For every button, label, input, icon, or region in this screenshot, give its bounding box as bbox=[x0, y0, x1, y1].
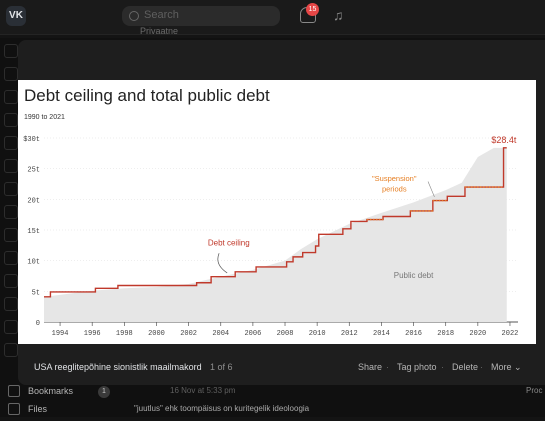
sidebar-bottom: Bookmarks Files bbox=[8, 385, 73, 421]
x-tick-label: 2010 bbox=[309, 330, 326, 338]
separator-dot: · bbox=[480, 362, 483, 372]
suspension-label: "Suspension" bbox=[372, 174, 417, 183]
debt-ceiling-label: Debt ceiling bbox=[208, 238, 250, 247]
x-tick-label: 2018 bbox=[437, 330, 454, 338]
public-debt-label: Public debt bbox=[394, 271, 434, 280]
right-column-label: Proc bbox=[526, 386, 543, 395]
chart-title: Debt ceiling and total public debt bbox=[24, 86, 270, 105]
post-text: "juutlus" ehk toompäisus on kuritegelik … bbox=[134, 404, 310, 413]
music-icon[interactable]: ♫ bbox=[333, 7, 344, 23]
search-input[interactable]: Search bbox=[144, 9, 179, 21]
x-tick-label: 2014 bbox=[373, 330, 390, 338]
x-tick-label: 1994 bbox=[52, 330, 69, 338]
delete-button[interactable]: Delete bbox=[452, 362, 479, 372]
y-tick-label: 0 bbox=[36, 320, 40, 328]
x-tick-label: 2006 bbox=[244, 330, 261, 338]
sidebar-item-files[interactable]: Files bbox=[8, 403, 73, 415]
bookmark-icon bbox=[8, 385, 20, 397]
x-tick-label: 2020 bbox=[469, 330, 486, 338]
viewer-footer: USA reeglitepõhine sionistlik maailmakor… bbox=[18, 353, 536, 383]
y-tick-label: $30t bbox=[23, 136, 40, 144]
y-tick-label: 15t bbox=[27, 228, 40, 236]
chevron-down-icon: ⌄ bbox=[514, 362, 522, 372]
file-icon bbox=[8, 403, 20, 415]
notification-badge: 15 bbox=[306, 3, 319, 16]
post-timestamp: 16 Nov at 5:33 pm bbox=[170, 386, 236, 395]
annotation-arrow bbox=[427, 181, 435, 197]
chart-subtitle: 1990 to 2021 bbox=[24, 114, 65, 121]
sidebar-item-bookmarks[interactable]: Bookmarks bbox=[8, 385, 73, 397]
sidebar-item-label: Files bbox=[28, 404, 48, 414]
x-tick-label: 2000 bbox=[148, 330, 165, 338]
y-tick-label: 5t bbox=[32, 289, 40, 297]
x-tick-label: 2008 bbox=[277, 330, 294, 338]
y-tick-label: 25t bbox=[27, 167, 40, 175]
more-label: More bbox=[491, 362, 512, 372]
top-bar: VK Search 15 ♫ bbox=[0, 0, 545, 35]
annotation-arrow bbox=[217, 253, 228, 274]
photo-image[interactable]: Debt ceiling and total public debt 1990 … bbox=[18, 80, 536, 344]
sidebar-item-label: Bookmarks bbox=[28, 386, 74, 396]
separator-dot: · bbox=[386, 362, 389, 372]
share-button[interactable]: Share bbox=[358, 362, 383, 372]
bookmarks-count-badge: 1 bbox=[98, 386, 110, 398]
suspension-label-2: periods bbox=[382, 184, 407, 193]
public-debt-area bbox=[44, 147, 507, 322]
final-value-label: $28.4t bbox=[491, 135, 517, 145]
bg-post-label: Privaatne bbox=[140, 26, 179, 36]
debt-chart: 0 5t 10t 15t 20t 25t $30t 1994 1996 1998 2000 2002 2… bbox=[23, 135, 519, 338]
y-tick-label: 10t bbox=[27, 259, 40, 267]
more-button[interactable]: More ⌄ bbox=[491, 362, 522, 373]
x-tick-label: 2012 bbox=[341, 330, 358, 338]
x-tick-label: 1996 bbox=[84, 330, 101, 338]
x-tick-label: 2016 bbox=[405, 330, 422, 338]
tag-photo-button[interactable]: Tag photo bbox=[397, 362, 437, 372]
y-tick-label: 20t bbox=[27, 197, 40, 205]
x-tick-label: 2002 bbox=[180, 330, 197, 338]
x-tick-label: 2022 bbox=[502, 330, 519, 338]
x-tick-label: 2004 bbox=[212, 330, 229, 338]
x-tick-label: 1998 bbox=[116, 330, 133, 338]
vk-logo[interactable]: VK bbox=[6, 6, 26, 26]
photo-caption: USA reeglitepõhine sionistlik maailmakor… bbox=[34, 362, 202, 372]
photo-counter: 1 of 6 bbox=[210, 362, 233, 372]
search-icon bbox=[129, 11, 139, 21]
search-box[interactable]: Search bbox=[122, 6, 280, 26]
separator-dot: · bbox=[441, 362, 444, 372]
